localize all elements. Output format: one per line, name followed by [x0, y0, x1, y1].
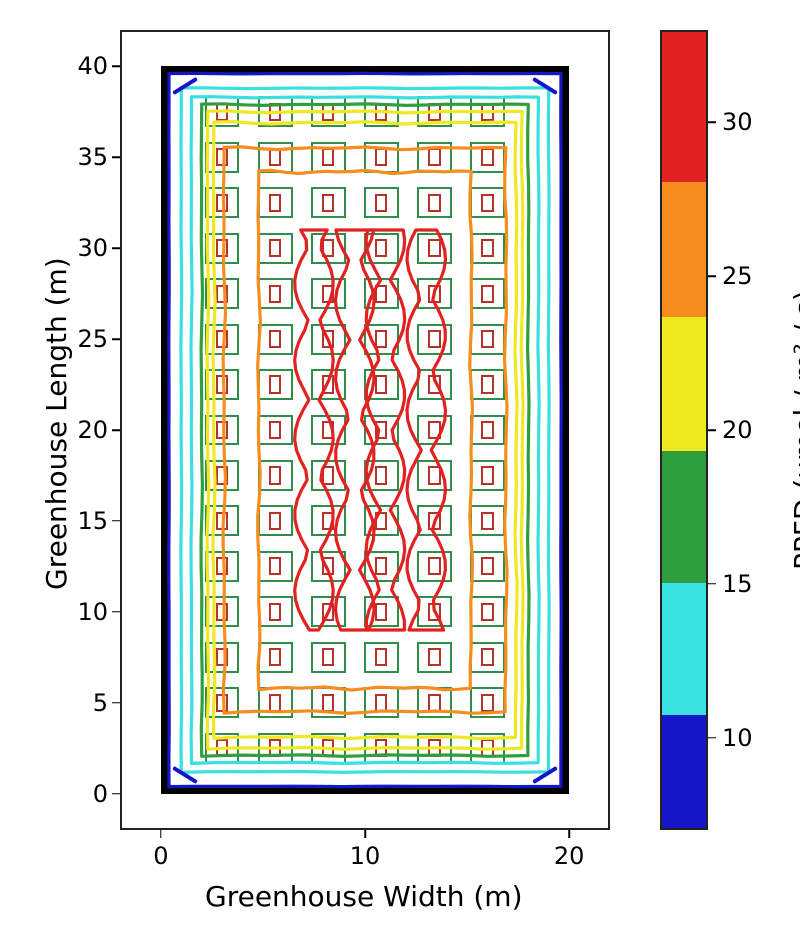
contour-line-peak: [336, 230, 375, 630]
colorbar-segment: [662, 715, 706, 828]
colorbar-segment: [662, 583, 706, 715]
contour-line: [201, 104, 529, 757]
x-tick-label: 0: [153, 842, 168, 870]
colorbar: [660, 30, 708, 830]
colorbar-tick-label: 30: [722, 108, 753, 136]
x-tick-label: 20: [554, 842, 585, 870]
colorbar-segment: [662, 32, 706, 182]
y-tick-label: 25: [68, 325, 108, 353]
x-axis-label: Greenhouse Width (m): [205, 880, 523, 913]
y-tick-label: 35: [68, 143, 108, 171]
y-tick-label: 5: [68, 689, 108, 717]
contour-line-peak: [407, 230, 446, 630]
contour-line: [207, 111, 523, 749]
contour-line: [169, 73, 561, 786]
colorbar-segment: [662, 451, 706, 583]
y-tick-label: 20: [68, 416, 108, 444]
colorbar-tick-label: 20: [722, 416, 753, 444]
colorbar-tick-label: 25: [722, 262, 753, 290]
x-tick-label: 10: [350, 842, 381, 870]
y-tick-label: 15: [68, 507, 108, 535]
contour-line: [191, 97, 539, 764]
y-tick-label: 30: [68, 234, 108, 262]
colorbar-tick-label: 15: [722, 570, 753, 598]
colorbar-segment: [662, 182, 706, 317]
y-tick-label: 0: [68, 780, 108, 808]
colorbar-segment: [662, 317, 706, 452]
colorbar-label: PPFD (µmol / m² / s): [788, 290, 800, 570]
y-tick-label: 40: [68, 52, 108, 80]
colorbar-tick-label: 10: [722, 724, 753, 752]
y-tick-label: 10: [68, 598, 108, 626]
contour-line-peak: [295, 230, 334, 630]
contour-line: [181, 88, 549, 773]
figure: Greenhouse Width (m) Greenhouse Length (…: [0, 0, 800, 931]
